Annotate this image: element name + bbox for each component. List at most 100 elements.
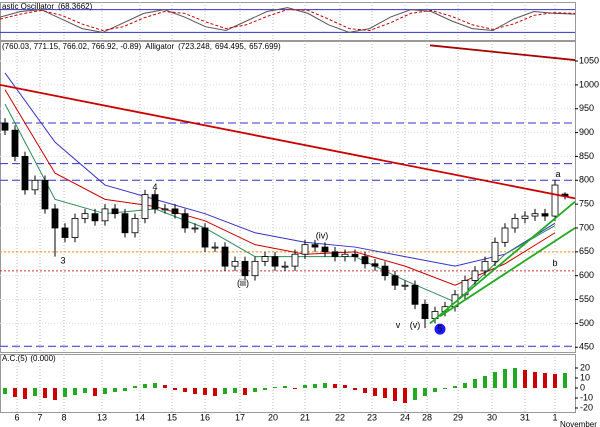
wave-label: (iv) <box>316 230 329 240</box>
candle-body <box>71 218 79 238</box>
stochastic-line <box>0 9 576 32</box>
x-tick-label: 28 <box>422 412 432 422</box>
oscillator-bar <box>413 388 417 400</box>
x-tick-label: 23 <box>367 412 377 422</box>
candle-body <box>311 244 319 248</box>
candle-body <box>151 194 159 210</box>
trend-line <box>429 44 576 61</box>
x-tick-label: 21 <box>300 412 310 422</box>
candle-body <box>491 241 499 262</box>
oscillator-bar <box>363 388 367 393</box>
candle-body <box>411 284 419 305</box>
oscillator-bar <box>263 388 267 390</box>
y-tick-label: 500 <box>579 318 594 328</box>
x-tick-label: 8 <box>61 412 66 422</box>
candle-body <box>331 251 339 258</box>
x-tick-label: 1 <box>552 412 557 422</box>
y-tick-label: 20 <box>580 362 590 372</box>
oscillator-bar <box>13 388 17 397</box>
x-axis-note: November <box>560 420 597 427</box>
oscillator-bar <box>563 373 567 388</box>
candle-body <box>101 208 109 222</box>
header-bg <box>1 42 226 52</box>
candle-body <box>251 260 259 277</box>
oscillator-bar <box>283 386 287 388</box>
y-tick-label: 800 <box>579 175 594 185</box>
x-tick-label: 30 <box>487 412 497 422</box>
oscillator-bar <box>293 388 297 389</box>
panel-title: A.C.(5) <box>2 354 28 363</box>
panel-frame <box>0 41 576 353</box>
oscillator-bar <box>193 388 197 394</box>
x-tick-label: 16 <box>200 412 210 422</box>
candle-body <box>321 246 329 253</box>
panel-title: astic Oscillator <box>2 2 54 11</box>
wave-label: 5 <box>437 323 442 333</box>
wave-label: (v) <box>410 320 421 330</box>
candle-body <box>291 253 299 267</box>
oscillator-bar <box>143 384 147 388</box>
candle-body <box>121 213 129 234</box>
oscillator-bar <box>3 388 7 394</box>
oscillator-bar <box>133 386 137 388</box>
candle-body <box>481 260 489 272</box>
oscillator-bar <box>123 388 127 391</box>
candle-body <box>301 244 309 255</box>
x-tick-label: 31 <box>520 412 530 422</box>
x-tick-label: 22 <box>335 412 345 422</box>
candle-body <box>1 122 9 131</box>
wave-label: v <box>396 320 401 330</box>
oscillator-bar <box>503 369 507 388</box>
oscillator-bar <box>73 388 77 395</box>
oscillator-bar <box>533 372 537 388</box>
panel-title: (760.03, 771.15, 766.02, 766.92, -0.89) <box>2 42 142 51</box>
candle-body <box>471 270 479 281</box>
oscillator-bar <box>333 384 337 388</box>
candle-body <box>371 263 379 267</box>
oscillator-bar <box>483 376 487 388</box>
x-tick-label: 29 <box>453 412 463 422</box>
y-tick-label: 1050 <box>579 55 599 65</box>
candle-body <box>201 227 209 248</box>
oscillator-bar <box>23 388 27 399</box>
y-tick-label: -10 <box>580 392 593 402</box>
candle-body <box>381 265 389 277</box>
candle-body <box>261 256 269 262</box>
oscillator-bar <box>403 388 407 403</box>
oscillator-bar <box>373 388 377 396</box>
indicator-name: Alligator <box>145 42 174 51</box>
candle-body <box>531 213 539 217</box>
oscillator-bar <box>163 385 167 388</box>
candle-body <box>131 218 139 234</box>
panel-frame <box>0 354 576 413</box>
oscillator-bar <box>103 388 107 394</box>
candle-body <box>161 208 169 211</box>
trend-line <box>439 227 576 317</box>
oscillator-bar <box>33 388 37 396</box>
indicator-value: (723.248, <box>178 42 212 51</box>
oscillator-bar <box>233 388 237 393</box>
oscillator-bar <box>253 388 257 392</box>
oscillator-bar <box>43 388 47 398</box>
oscillator-bar <box>383 388 387 398</box>
oscillator-bar <box>273 387 277 388</box>
y-tick-label: 700 <box>579 222 594 232</box>
y-tick-label: 650 <box>579 246 594 256</box>
y-tick-label: 750 <box>579 199 594 209</box>
oscillator-bar <box>203 388 207 395</box>
candle-body <box>181 213 189 229</box>
oscillator-bar <box>553 374 557 388</box>
wave-label: b <box>552 258 557 268</box>
candle-body <box>21 156 29 191</box>
candle-body <box>281 265 289 268</box>
wave-label: (iii) <box>237 278 249 288</box>
oscillator-bar <box>423 388 427 396</box>
oscillator-bar <box>83 388 87 393</box>
oscillator-bar <box>443 388 447 389</box>
oscillator-bar <box>353 388 357 390</box>
candle-body <box>141 194 149 219</box>
oscillator-bar <box>473 379 477 388</box>
y-tick-label: 600 <box>579 270 594 280</box>
x-tick-label: 7 <box>37 412 42 422</box>
